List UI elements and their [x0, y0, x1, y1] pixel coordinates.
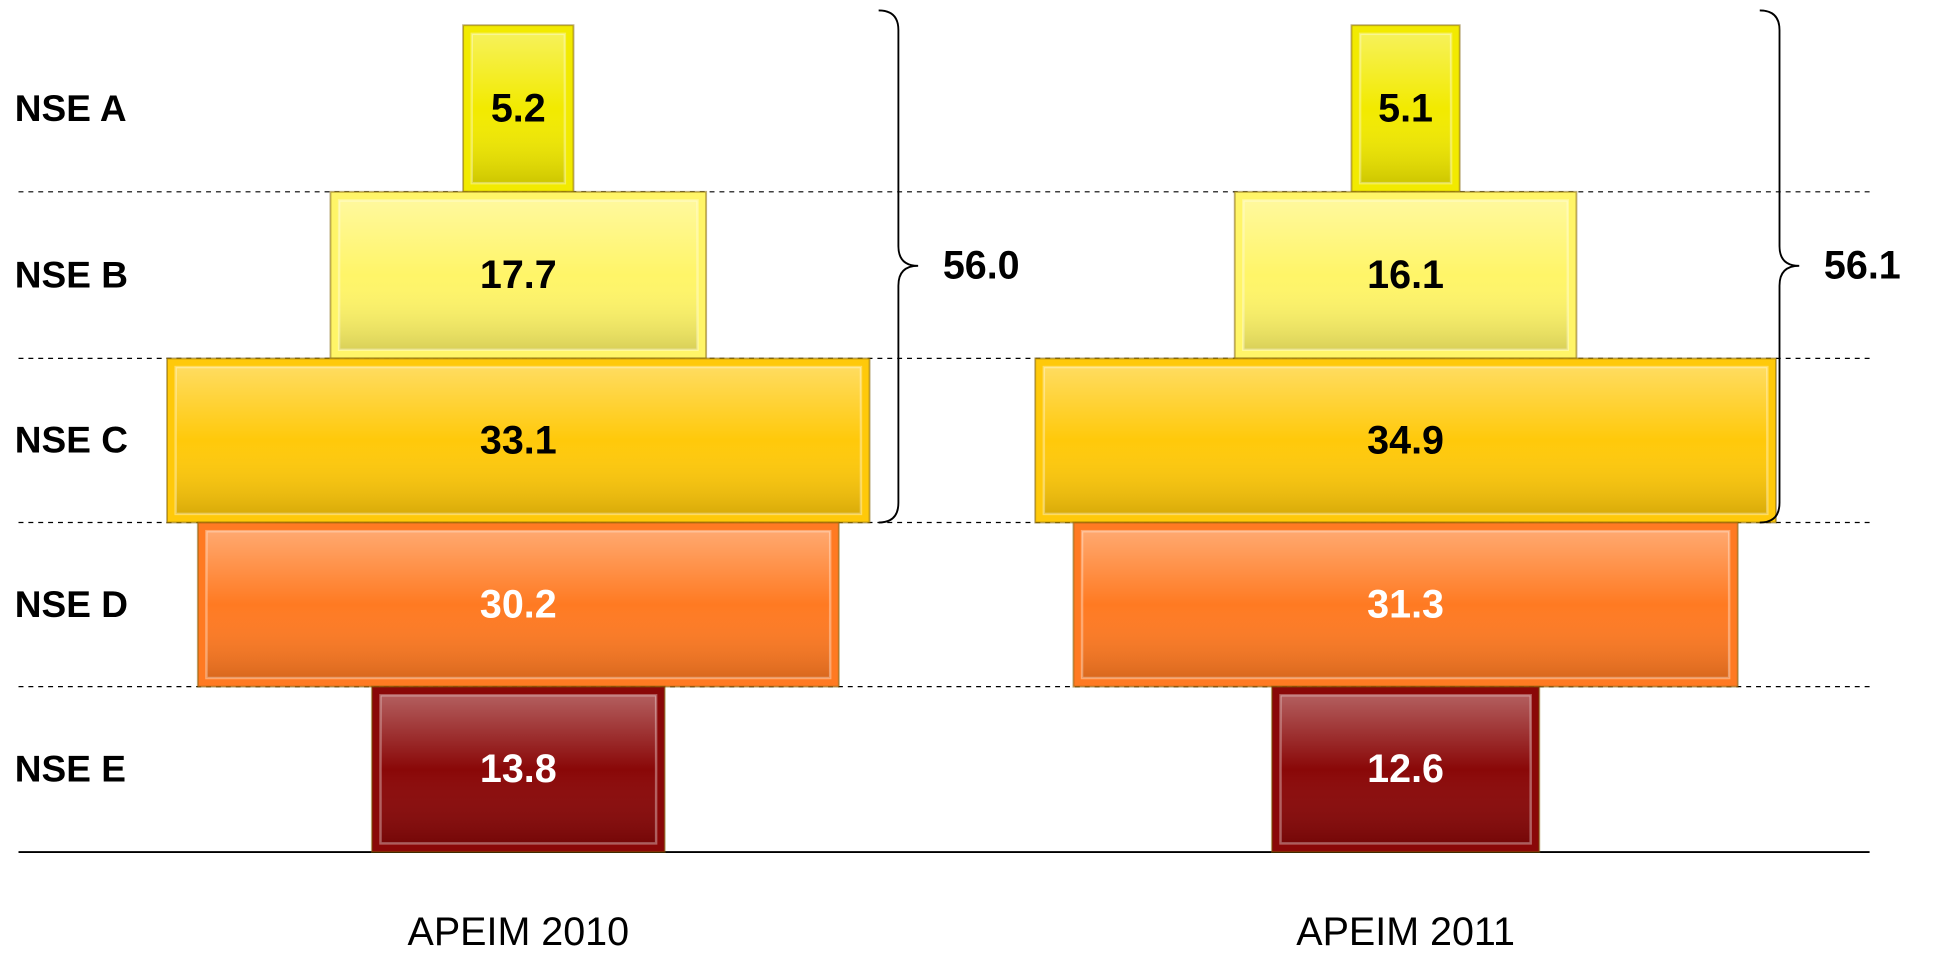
value-label: 34.9 [1367, 418, 1444, 462]
value-label: 30.2 [480, 582, 557, 626]
value-label: 13.8 [480, 747, 557, 791]
bar-bevel [470, 32, 567, 185]
value-label: 17.7 [480, 253, 557, 297]
bar-bevel [1279, 694, 1532, 845]
bar-bevel [1242, 199, 1570, 352]
bar-bevel [1042, 365, 1769, 516]
value-label: 16.1 [1367, 253, 1444, 297]
brace [1759, 9, 1800, 524]
category-label: NSE E [15, 748, 126, 790]
bar-bevel [1080, 529, 1731, 680]
category-label: NSE C [15, 419, 128, 461]
bar-bevel [1358, 32, 1453, 185]
bar-bevel [205, 529, 832, 680]
brace [878, 9, 919, 524]
brace-total: 56.0 [943, 244, 1020, 288]
brace-total: 56.1 [1824, 244, 1901, 288]
value-label: 31.3 [1367, 582, 1444, 626]
series-label: APEIM 2011 [1296, 910, 1515, 954]
series-label: APEIM 2010 [408, 910, 630, 954]
value-label: 12.6 [1367, 747, 1444, 791]
category-label: NSE B [15, 253, 128, 295]
bar-bevel [379, 694, 658, 845]
bar-bevel [174, 365, 863, 516]
bar-bevel [337, 199, 699, 352]
category-label: NSE A [15, 87, 127, 129]
value-label: 33.1 [480, 418, 557, 462]
value-label: 5.1 [1378, 86, 1433, 130]
category-label: NSE D [15, 583, 128, 625]
value-label: 5.2 [491, 86, 546, 130]
